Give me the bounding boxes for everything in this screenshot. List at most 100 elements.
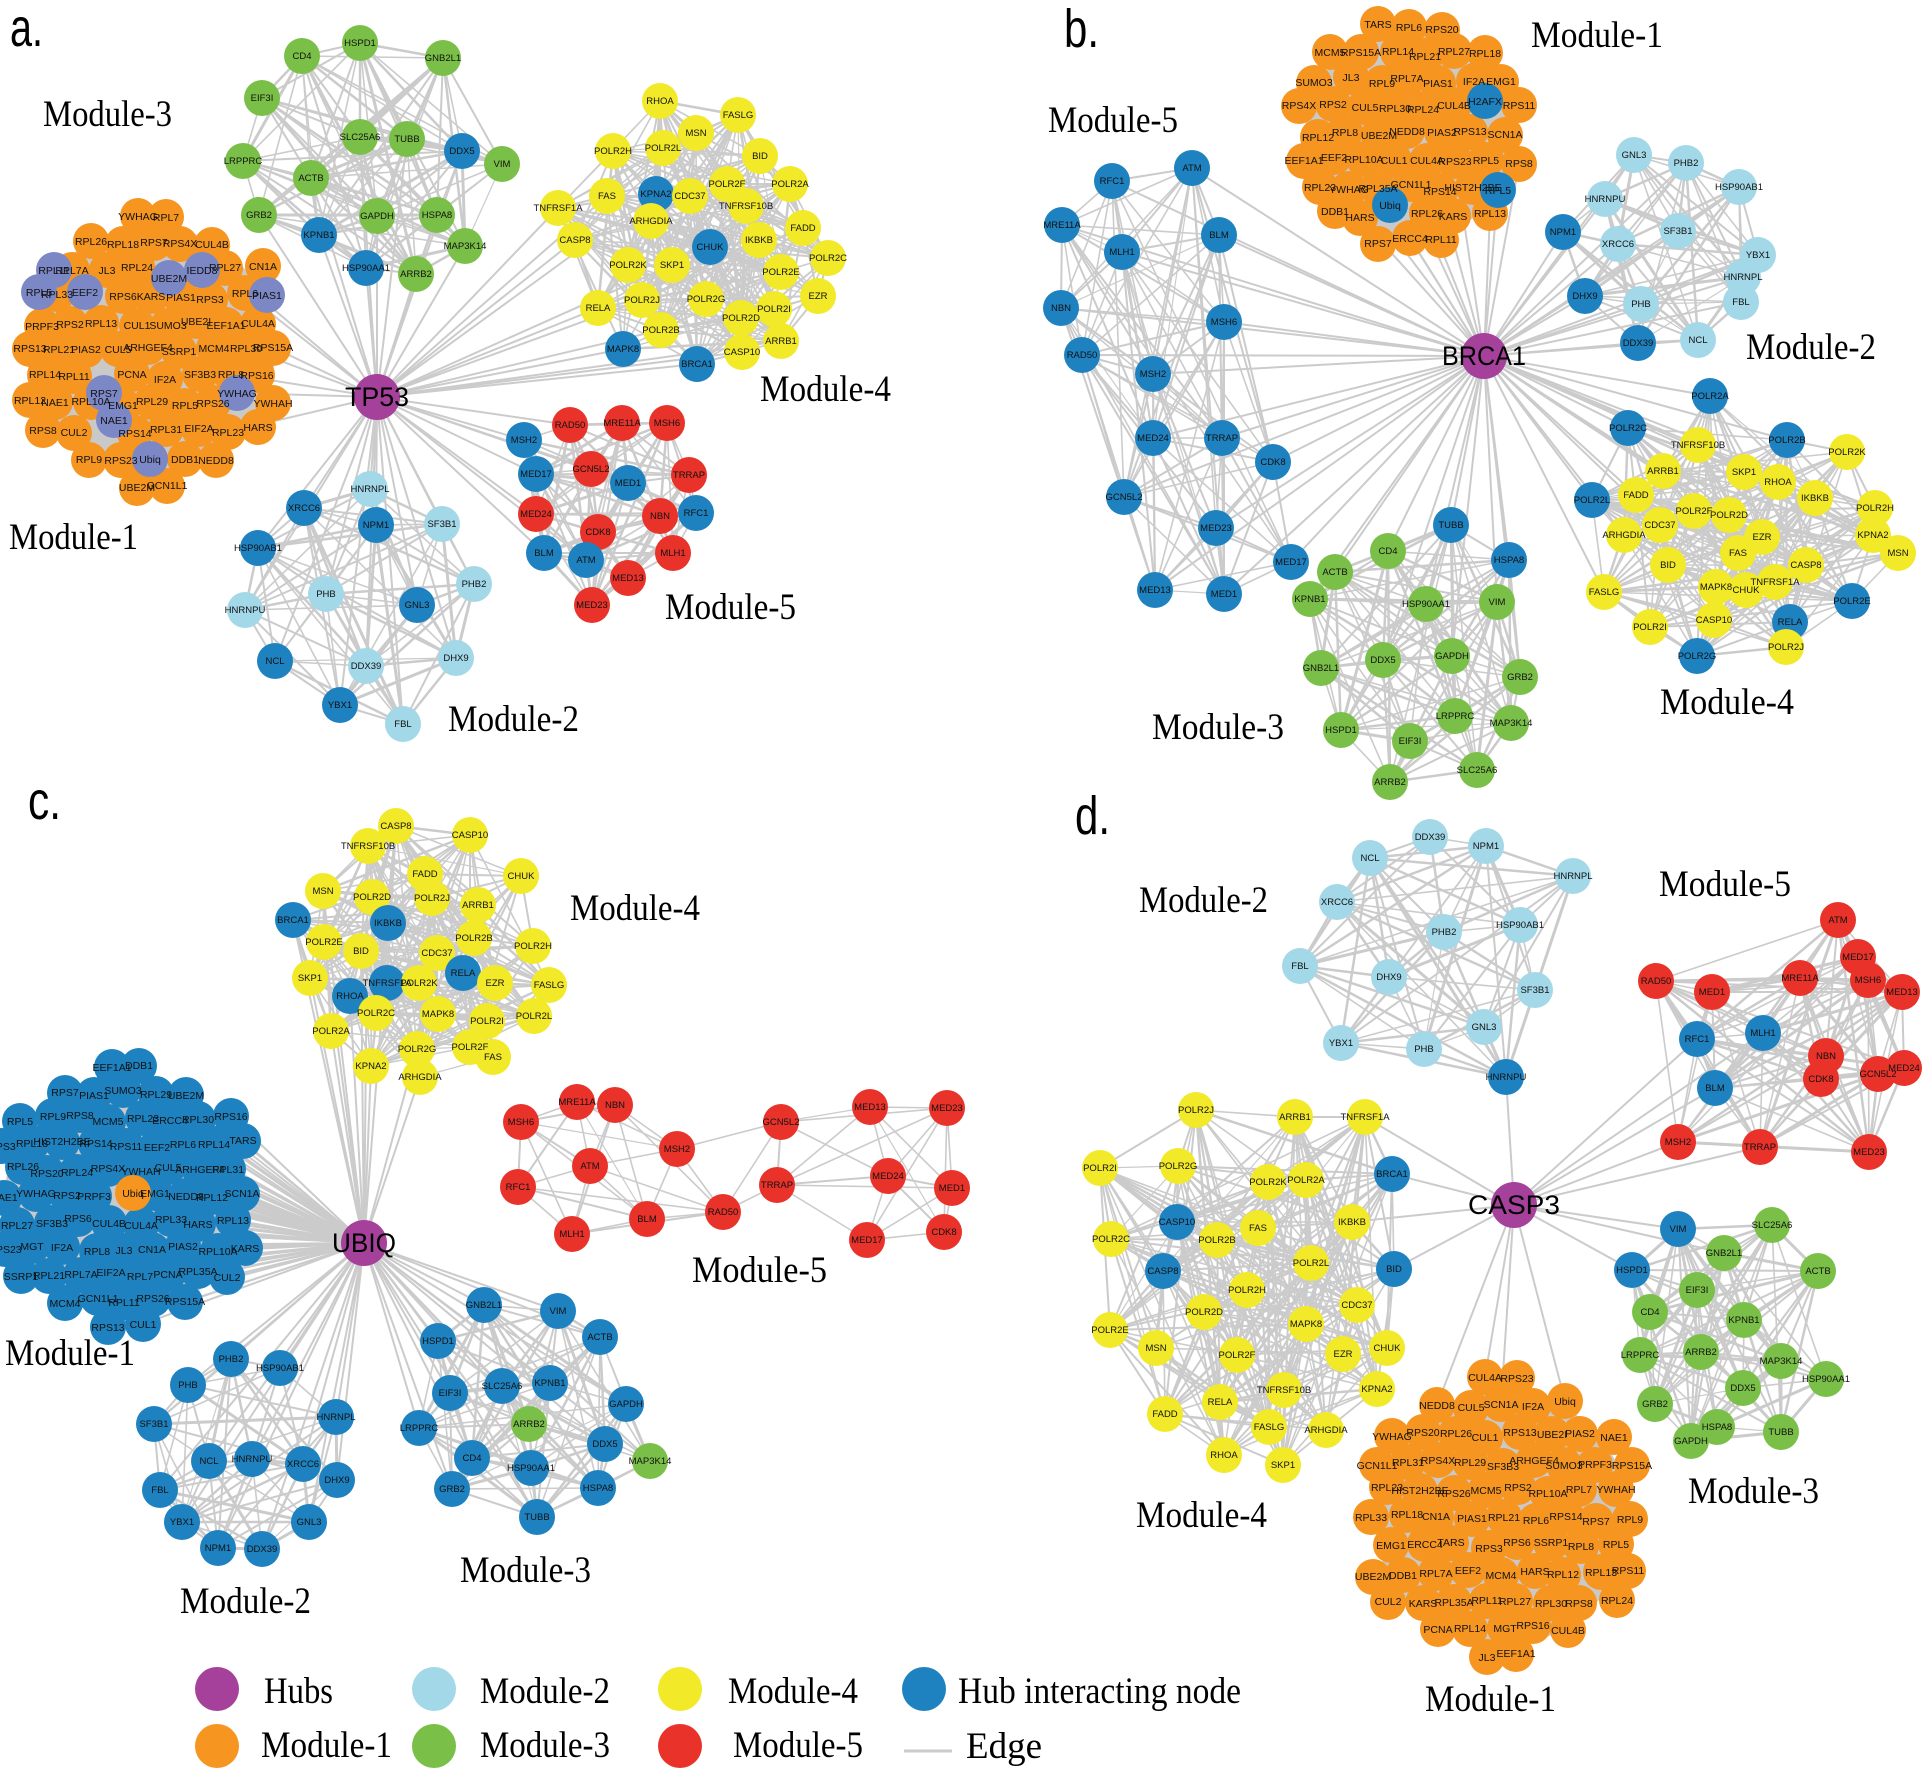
svg-text:RPL23: RPL23: [212, 427, 244, 439]
svg-text:SSRP1: SSRP1: [1534, 1537, 1569, 1549]
svg-text:MAPK8: MAPK8: [1700, 582, 1732, 593]
svg-text:POLR2G: POLR2G: [1159, 1161, 1198, 1172]
svg-text:RPS2: RPS2: [53, 1190, 81, 1202]
svg-text:POLR2C: POLR2C: [1092, 1234, 1130, 1245]
svg-text:PHB: PHB: [1414, 1044, 1434, 1055]
svg-text:RPL35A: RPL35A: [1434, 1597, 1473, 1609]
svg-text:POLR2L: POLR2L: [1293, 1258, 1329, 1269]
svg-text:VIM: VIM: [1489, 597, 1506, 608]
svg-text:ATM: ATM: [576, 555, 595, 566]
svg-text:GAPDH: GAPDH: [1674, 1436, 1708, 1447]
svg-text:CASP10: CASP10: [452, 830, 488, 841]
svg-text:RPL30: RPL30: [1535, 1598, 1567, 1610]
svg-text:HSPD1: HSPD1: [1325, 725, 1357, 736]
svg-text:RPL7: RPL7: [1566, 1484, 1592, 1496]
svg-text:MSH2: MSH2: [1665, 1137, 1691, 1148]
svg-text:DDX5: DDX5: [1730, 1383, 1755, 1394]
svg-text:EMG1: EMG1: [108, 400, 138, 412]
svg-text:RPS2: RPS2: [56, 319, 84, 331]
svg-text:Module-2: Module-2: [180, 1581, 311, 1622]
svg-text:NBN: NBN: [1051, 303, 1071, 314]
svg-text:POLR2B: POLR2B: [642, 325, 680, 336]
svg-text:RPS2: RPS2: [1319, 99, 1347, 111]
svg-text:CN1A: CN1A: [138, 1244, 166, 1256]
svg-text:RPL9: RPL9: [76, 454, 102, 466]
svg-text:POLR2E: POLR2E: [1833, 596, 1871, 607]
svg-text:RPL7A: RPL7A: [64, 1269, 97, 1281]
svg-text:YWHAG: YWHAG: [1372, 1431, 1412, 1443]
svg-text:Module-1: Module-1: [5, 1333, 135, 1374]
svg-text:LRPPRC: LRPPRC: [400, 1423, 439, 1434]
svg-text:Module-1: Module-1: [9, 517, 138, 558]
svg-text:RPL8: RPL8: [1332, 127, 1358, 139]
svg-text:MED1: MED1: [1699, 987, 1725, 998]
svg-text:POLR2H: POLR2H: [1856, 503, 1894, 514]
svg-text:POLR2A: POLR2A: [771, 179, 809, 190]
svg-text:ARRB1: ARRB1: [1279, 1112, 1311, 1123]
svg-text:CUL2: CUL2: [214, 1272, 241, 1284]
svg-text:Module-4: Module-4: [1660, 682, 1794, 723]
svg-text:Module-1: Module-1: [261, 1725, 392, 1766]
svg-text:ATM: ATM: [1182, 163, 1201, 174]
svg-text:Ubiq: Ubiq: [1554, 1396, 1576, 1408]
svg-text:FADD: FADD: [412, 869, 437, 880]
svg-text:IEDD8: IEDD8: [187, 265, 218, 277]
svg-text:RPS7: RPS7: [140, 237, 168, 249]
svg-text:GCN5L2: GCN5L2: [1860, 1069, 1897, 1080]
svg-text:YWHAG: YWHAG: [118, 211, 158, 223]
svg-text:RPS8: RPS8: [1505, 158, 1533, 170]
svg-text:RPS15A: RPS15A: [253, 342, 293, 354]
svg-text:RPL8: RPL8: [218, 369, 244, 381]
svg-text:YWHAG: YWHAG: [1329, 184, 1369, 196]
svg-text:ARHGEF4: ARHGEF4: [175, 1164, 225, 1176]
svg-text:RPL26: RPL26: [75, 236, 107, 248]
svg-text:BID: BID: [752, 151, 768, 162]
svg-text:RPS14: RPS14: [1549, 1511, 1582, 1523]
svg-text:RPL27: RPL27: [1, 1220, 33, 1232]
svg-text:MAP3K14: MAP3K14: [629, 1456, 672, 1467]
svg-text:UBE2M: UBE2M: [1361, 130, 1397, 142]
svg-text:RPL11: RPL11: [38, 265, 69, 277]
svg-text:CUL4A: CUL4A: [1410, 155, 1444, 167]
svg-text:RPL31: RPL31: [1392, 1457, 1424, 1469]
svg-text:DDX39: DDX39: [247, 1544, 278, 1555]
svg-text:CASP8: CASP8: [1147, 1266, 1178, 1277]
svg-text:MED13: MED13: [1886, 987, 1918, 998]
svg-text:RPL7A: RPL7A: [55, 265, 88, 277]
svg-text:BLM: BLM: [1209, 230, 1229, 241]
svg-text:CDK8: CDK8: [585, 527, 610, 538]
svg-text:PCNA: PCNA: [117, 369, 146, 381]
svg-text:CDK8: CDK8: [1260, 457, 1285, 468]
svg-text:SF3B3: SF3B3: [1487, 1461, 1519, 1473]
svg-text:HSP90AA1: HSP90AA1: [507, 1463, 555, 1474]
svg-text:RPL9: RPL9: [1369, 78, 1395, 90]
svg-text:ACTB: ACTB: [298, 173, 323, 184]
svg-text:UBE2M: UBE2M: [168, 1090, 204, 1102]
svg-text:UBE2I: UBE2I: [181, 316, 211, 328]
svg-text:MED13: MED13: [612, 573, 644, 584]
svg-text:TUBB: TUBB: [1438, 520, 1463, 531]
svg-text:MSH6: MSH6: [654, 418, 680, 429]
svg-text:Hub interacting node: Hub interacting node: [958, 1671, 1241, 1712]
svg-text:PRPF3: PRPF3: [25, 321, 59, 333]
svg-text:GRB2: GRB2: [1507, 672, 1533, 683]
svg-text:RPL7A: RPL7A: [1419, 1568, 1452, 1580]
svg-text:RELA: RELA: [1208, 1397, 1233, 1408]
svg-text:RPL10A: RPL10A: [71, 396, 110, 408]
svg-text:POLR2A: POLR2A: [1287, 1175, 1325, 1186]
svg-text:RPL29: RPL29: [1454, 1457, 1486, 1469]
svg-text:RPL23: RPL23: [1304, 182, 1336, 194]
svg-text:MRE11A: MRE11A: [558, 1097, 596, 1108]
svg-text:POLR2J: POLR2J: [1768, 642, 1804, 653]
svg-text:Module-1: Module-1: [1531, 15, 1663, 56]
svg-text:EEF1A1: EEF1A1: [92, 1062, 131, 1074]
svg-text:SLC25A6: SLC25A6: [482, 1381, 523, 1392]
svg-text:PHB: PHB: [1631, 299, 1651, 310]
svg-text:DHX9: DHX9: [324, 1475, 349, 1486]
svg-text:BID: BID: [1660, 560, 1676, 571]
svg-text:MSH2: MSH2: [664, 1144, 690, 1155]
svg-text:ARHGEF4: ARHGEF4: [123, 342, 173, 354]
svg-text:SSRP1: SSRP1: [4, 1271, 39, 1283]
svg-text:YWHAG: YWHAG: [16, 1188, 56, 1200]
svg-text:RHOA: RHOA: [646, 96, 674, 107]
